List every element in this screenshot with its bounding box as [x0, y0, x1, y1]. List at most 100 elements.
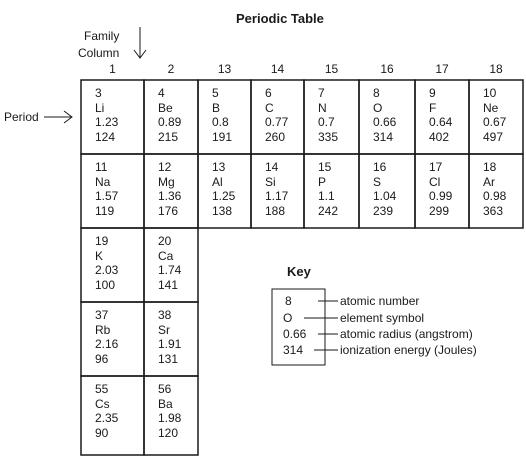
- family-label-line2: Column: [78, 46, 120, 60]
- key-border: [271, 288, 326, 366]
- column-number-label: 2: [167, 62, 175, 76]
- element-symbol: Sr: [158, 322, 170, 337]
- element-energy: 215: [158, 129, 179, 144]
- element-radius: 1.25: [212, 189, 236, 203]
- key-desc-energy: ionization energy (Joules): [340, 343, 477, 357]
- key-desc-atomic-number: atomic number: [340, 294, 420, 308]
- element-symbol: Li: [95, 100, 105, 115]
- column-number-label: 18: [489, 62, 503, 76]
- period-label: Period: [4, 110, 39, 124]
- diagram-title: Periodic Table: [236, 11, 324, 26]
- key-desc-symbol: element symbol: [340, 311, 425, 325]
- element-energy: 497: [483, 129, 504, 144]
- element-radius: 1.57: [95, 189, 119, 203]
- element-energy: 100: [95, 277, 116, 292]
- element-energy: 299: [429, 203, 450, 218]
- key-value-atomic-number: 8: [285, 294, 292, 308]
- column-number-label: 1: [109, 62, 116, 76]
- element-radius: 1.74: [158, 263, 182, 277]
- period-arrow-icon: [44, 110, 73, 124]
- element-cell: 8 O 0.66 314: [373, 86, 396, 144]
- element-symbol: O: [373, 100, 383, 115]
- element-energy: 363: [483, 203, 504, 218]
- element-number: 55: [95, 382, 109, 396]
- element-symbol: Na: [95, 174, 111, 189]
- element-symbol: Ar: [483, 174, 495, 189]
- element-energy: 131: [158, 351, 179, 366]
- element-symbol: Be: [158, 100, 173, 115]
- element-cell: 10 Ne 0.67 497: [483, 86, 506, 144]
- element-radius: 1.98: [158, 411, 182, 425]
- element-symbol: C: [265, 100, 274, 115]
- element-energy: 96: [95, 351, 109, 366]
- element-number: 15: [318, 160, 332, 174]
- element-number: 7: [318, 86, 325, 100]
- element-symbol: Si: [265, 174, 276, 189]
- key-value-radius: 0.66: [283, 327, 307, 341]
- column-number-label: 14: [270, 62, 285, 76]
- element-energy: 141: [158, 277, 179, 292]
- element-radius: 2.03: [95, 263, 119, 277]
- element-cell: 4 Be 0.89 215: [158, 86, 181, 144]
- element-cell: 17 Cl 0.99 299: [429, 160, 452, 218]
- element-radius: 2.35: [95, 411, 119, 425]
- element-symbol: Ca: [158, 248, 174, 263]
- element-number: 18: [483, 160, 497, 174]
- element-cell: 20 Ca 1.74 141: [158, 234, 181, 292]
- element-radius: 0.66: [373, 115, 397, 129]
- element-radius: 0.77: [265, 115, 289, 129]
- element-number: 10: [483, 86, 497, 100]
- element-symbol: Rb: [95, 322, 111, 337]
- element-radius: 0.64: [429, 115, 453, 129]
- element-energy: 188: [265, 203, 286, 218]
- element-energy: 260: [265, 129, 286, 144]
- key-desc-radius: atomic radius (angstrom): [340, 327, 473, 341]
- column-number-label: 16: [380, 62, 394, 76]
- element-number: 4: [158, 86, 165, 100]
- element-number: 16: [373, 160, 387, 174]
- element-symbol: Cl: [429, 174, 441, 189]
- element-symbol: N: [318, 100, 327, 115]
- element-energy: 119: [95, 203, 115, 218]
- element-cell-border: [143, 375, 199, 456]
- element-energy: 314: [373, 129, 394, 144]
- element-symbol: B: [212, 100, 221, 115]
- column-number-label: 17: [435, 62, 449, 76]
- element-cell: 55 Cs 2.35 90: [95, 382, 118, 440]
- element-energy: 90: [95, 425, 109, 440]
- element-number: 6: [265, 86, 272, 100]
- element-cell: 11 Na 1.57 119: [95, 160, 118, 218]
- column-number-label: 13: [217, 62, 232, 76]
- key-title: Key: [287, 264, 311, 279]
- element-radius: 2.16: [95, 337, 119, 351]
- element-number: 20: [158, 234, 172, 248]
- element-cell: 16 S 1.04 239: [373, 160, 396, 218]
- element-energy: 138: [212, 203, 233, 218]
- element-radius: 1.04: [373, 189, 397, 203]
- key-value-energy: 314: [283, 343, 304, 357]
- element-number: 13: [212, 160, 226, 174]
- element-cell: 56 Ba 1.98 120: [158, 382, 181, 440]
- element-number: 5: [212, 86, 219, 100]
- element-symbol: Cs: [95, 396, 110, 411]
- element-number: 38: [158, 308, 172, 322]
- element-number: 9: [429, 86, 436, 100]
- element-symbol: F: [429, 100, 437, 115]
- element-energy: 239: [373, 203, 394, 218]
- element-number: 8: [373, 86, 380, 100]
- element-symbol: Ne: [483, 100, 499, 115]
- element-radius: 0.98: [483, 189, 507, 203]
- element-energy: 335: [318, 129, 339, 144]
- column-number-label: 15: [324, 62, 339, 76]
- element-radius: 0.99: [429, 189, 453, 203]
- element-number: 14: [265, 160, 279, 174]
- element-cell: 14 Si 1.17 188: [265, 160, 288, 218]
- element-radius: 0.67: [483, 115, 507, 129]
- element-number: 3: [95, 86, 102, 100]
- element-cell: 7 N 0.7 335: [318, 86, 338, 144]
- element-cell: 5 B 0.8 191: [212, 86, 232, 144]
